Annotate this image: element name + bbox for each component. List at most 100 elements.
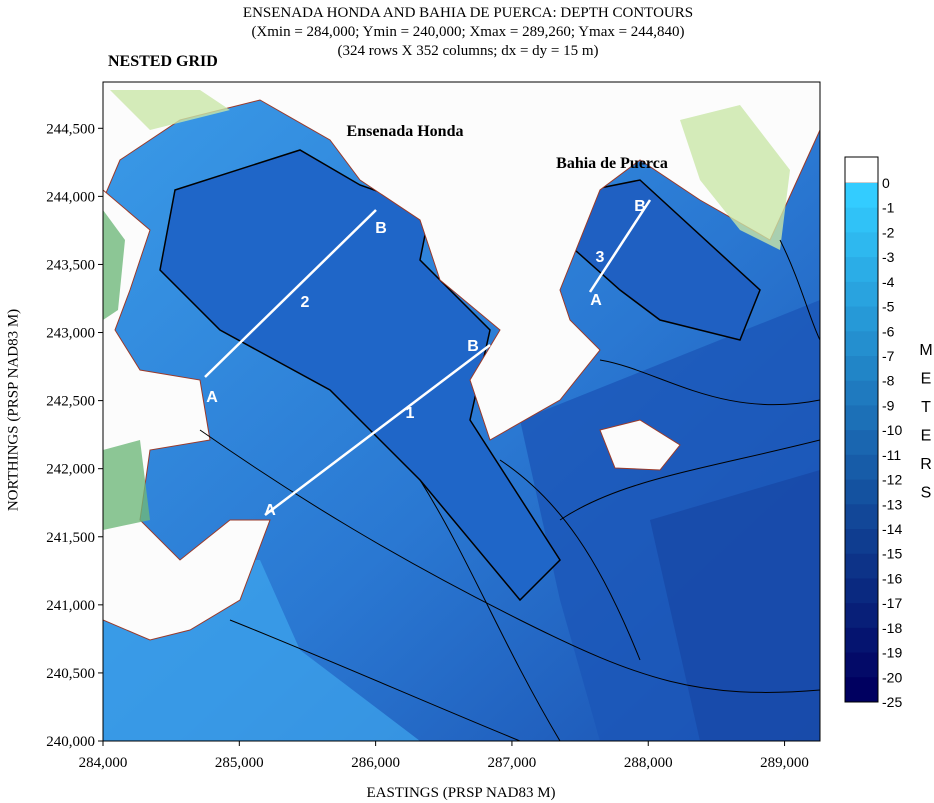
colorbar-swatch	[845, 356, 878, 382]
land	[103, 82, 820, 441]
colorbar-swatch	[845, 257, 878, 283]
title-line: ENSENADA HONDA AND BAHIA DE PUERCA: DEPT…	[243, 5, 693, 21]
colorbar-swatch	[845, 529, 878, 555]
colorbar-tick-label: -25	[882, 694, 902, 710]
colorbar-swatch	[845, 207, 878, 233]
colorbar-swatch	[845, 627, 878, 654]
colorbar-swatch	[845, 553, 878, 579]
colorbar-tick-label: -17	[882, 595, 902, 611]
colorbar-tick-label: -1	[882, 200, 895, 216]
colorbar-swatch	[845, 380, 878, 406]
y-tick-label: 240,500	[46, 666, 95, 682]
colorbar-tick-label: -5	[882, 299, 895, 315]
colorbar-swatch	[845, 652, 878, 678]
contour-line	[559, 439, 820, 521]
deep-water	[650, 470, 820, 741]
contour-line	[599, 359, 820, 406]
y-axis-label: NORTHINGS (PRSP NAD83 M)	[5, 309, 21, 511]
contour-line	[229, 619, 521, 741]
transect-name: 3	[596, 249, 605, 266]
y-tick-label: 243,500	[46, 257, 95, 273]
colorbar-above	[844, 156, 879, 184]
y-tick-label: 241,500	[46, 530, 95, 546]
x-axis-label: EASTINGS (PRSP NAD83 M)	[366, 785, 555, 801]
transect-line	[588, 199, 652, 293]
colorbar-swatch	[845, 281, 878, 308]
contour-line	[419, 479, 561, 741]
transect-name: 2	[301, 294, 310, 311]
colorbar-swatch	[845, 183, 878, 209]
transect-line	[264, 344, 491, 516]
colorbar-swatch	[845, 454, 878, 481]
subtitle: NESTED GRID	[108, 53, 218, 70]
y-tick-label: 244,500	[46, 121, 95, 137]
colorbar-tick-label: -12	[882, 472, 902, 488]
colorbar-tick-label: -7	[882, 348, 895, 364]
colorbar-swatch	[845, 603, 878, 629]
colorbar-tick-label: -9	[882, 397, 895, 413]
x-tick-label: 289,000	[760, 755, 809, 771]
colorbar-tick-label: -19	[882, 645, 902, 661]
colorbar-tick-label: -6	[882, 323, 895, 339]
x-tick-label: 286,000	[351, 755, 400, 771]
colorbar-frame	[844, 156, 879, 703]
transect-start: A	[590, 292, 602, 309]
transect-line	[204, 209, 377, 378]
contour-line	[779, 239, 820, 341]
colorbar-tick-label: -14	[882, 521, 902, 537]
colorbar-tick-label: -8	[882, 373, 895, 389]
place-label: Ensenada Honda	[347, 123, 464, 140]
transect-end: B	[467, 338, 479, 355]
colorbar-tick-label: -11	[882, 447, 901, 463]
y-tick-label: 243,000	[46, 326, 95, 342]
colorbar-tick-label: -2	[882, 224, 895, 240]
vegetation	[680, 105, 790, 250]
vegetation	[103, 440, 150, 530]
contours	[199, 239, 820, 741]
vegetation	[103, 210, 125, 320]
colorbar-tick-label: -13	[882, 496, 902, 512]
y-tick-label: 244,000	[46, 189, 95, 205]
contour-line	[199, 429, 820, 693]
transect-lines	[204, 199, 652, 516]
colorbar-tick-label: -16	[882, 570, 902, 586]
colorbar-swatch	[845, 479, 878, 505]
colorbar-swatch	[845, 232, 878, 258]
colorbar-swatch	[845, 405, 878, 431]
colorbar-tick-label: -4	[882, 274, 895, 290]
transect-end: B	[634, 198, 646, 215]
colorbar-swatch	[845, 306, 878, 332]
colorbar-swatch	[845, 331, 878, 357]
colorbar-tick-label: -20	[882, 669, 902, 685]
x-tick-label: 287,000	[488, 755, 537, 771]
colorbar-tick-label: -10	[882, 422, 902, 438]
colorbar-tick-label: -15	[882, 546, 902, 562]
transect-start: A	[206, 389, 218, 406]
place-label: Bahia de Puerca	[556, 155, 668, 172]
title-line: (Xmin = 284,000; Ymin = 240,000; Xmax = …	[251, 24, 684, 40]
x-tick-label: 288,000	[624, 755, 673, 771]
map-area	[103, 82, 820, 741]
colorbar-tick-label: 0	[882, 175, 890, 191]
vegetation	[110, 90, 230, 130]
transect-start: A	[264, 502, 276, 519]
y-tick-label: 242,500	[46, 394, 95, 410]
island	[599, 419, 681, 471]
y-tick-label: 242,000	[46, 462, 95, 478]
title-line: (324 rows X 352 columns; dx = dy = 15 m)	[337, 43, 598, 59]
transect-name: 1	[406, 405, 415, 422]
x-tick-label: 284,000	[79, 755, 128, 771]
colorbar-tick-label: -3	[882, 249, 895, 265]
transect-end: B	[375, 220, 387, 237]
x-tick-label: 285,000	[215, 755, 264, 771]
contour-line	[499, 459, 641, 661]
colorbar-swatch	[845, 504, 878, 530]
y-tick-label: 240,000	[46, 734, 95, 750]
colorbar-swatch	[845, 578, 878, 604]
colorbar-swatch	[845, 677, 878, 703]
y-tick-label: 241,000	[46, 598, 95, 614]
colorbar-swatch	[845, 430, 878, 456]
colorbar-tick-label: -18	[882, 620, 902, 636]
